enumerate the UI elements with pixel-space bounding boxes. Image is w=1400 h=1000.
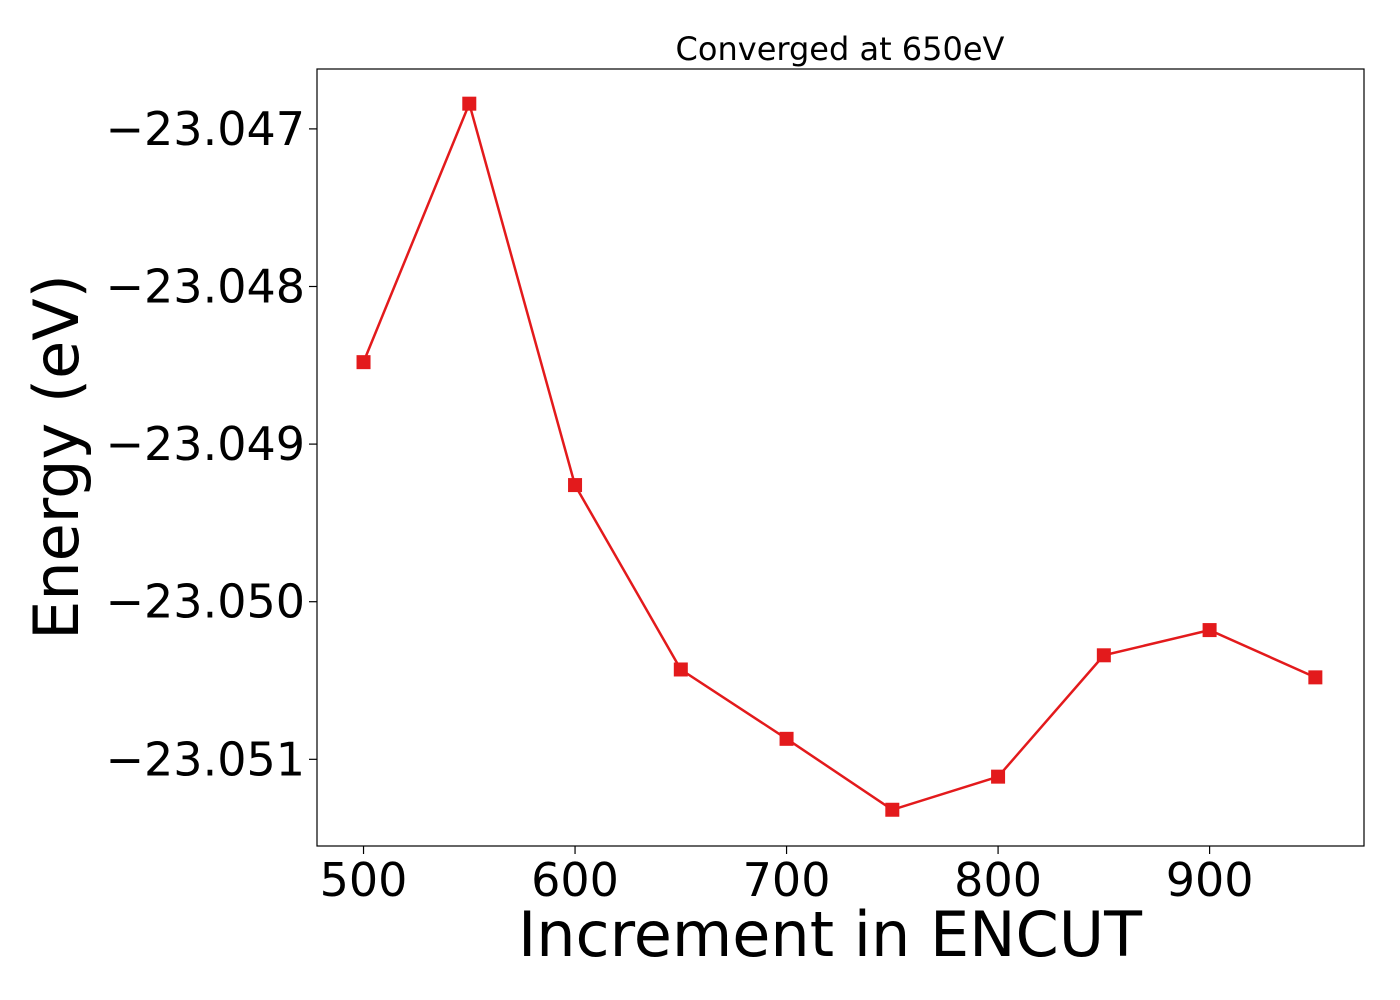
data-point <box>779 731 794 746</box>
data-point <box>673 662 688 677</box>
data-point <box>885 802 900 817</box>
data-point <box>568 478 583 493</box>
data-point <box>356 355 371 370</box>
y-tick-label: −23.049 <box>106 417 306 471</box>
plot-frame <box>316 68 1365 847</box>
x-tick-label: 700 <box>743 853 831 907</box>
x-tick-label: 900 <box>1166 853 1254 907</box>
y-tick-label: −23.051 <box>106 732 306 786</box>
x-axis: 500 600 700 800 900 <box>320 846 1254 907</box>
y-tick-label: −23.050 <box>106 575 306 629</box>
x-tick-label: 600 <box>531 853 619 907</box>
data-point <box>1202 623 1217 638</box>
chart-title: Converged at 650eV <box>676 30 1005 68</box>
series-line <box>362 99 1316 812</box>
x-tick-label: 800 <box>954 853 1042 907</box>
data-point <box>462 96 477 111</box>
y-axis: −23.047 −23.048 −23.049 −23.050 −23.051 <box>106 102 317 786</box>
data-point <box>1096 648 1111 663</box>
data-point <box>991 769 1006 784</box>
data-point <box>1308 670 1323 685</box>
y-axis-label: Energy (eV) <box>20 274 93 640</box>
series-markers <box>356 96 1323 817</box>
x-tick-label: 500 <box>320 853 408 907</box>
y-tick-label: −23.048 <box>106 259 306 313</box>
x-axis-label: Increment in ENCUT <box>518 898 1143 971</box>
y-tick-label: −23.047 <box>106 102 306 156</box>
